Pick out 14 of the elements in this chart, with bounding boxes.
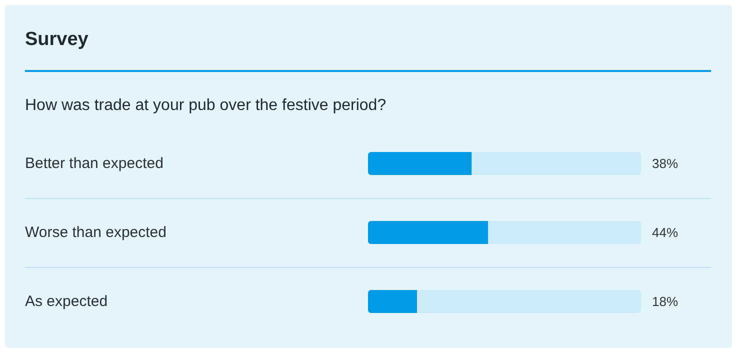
data-label: 44%	[652, 225, 678, 240]
y-tick-label: As expected	[25, 293, 108, 310]
bar	[417, 290, 641, 313]
bar	[368, 290, 418, 313]
data-label: 38%	[652, 156, 678, 171]
y-tick-label: Better than expected	[25, 155, 164, 172]
data-label: 18%	[652, 294, 678, 309]
text: How was trade at your pub over the festive period?	[25, 97, 386, 115]
y-tick-label: Worse than expected	[25, 224, 166, 241]
bar	[488, 221, 641, 244]
bar	[368, 221, 488, 244]
text: Survey	[25, 29, 711, 72]
bar	[472, 152, 641, 175]
bar	[368, 152, 472, 175]
